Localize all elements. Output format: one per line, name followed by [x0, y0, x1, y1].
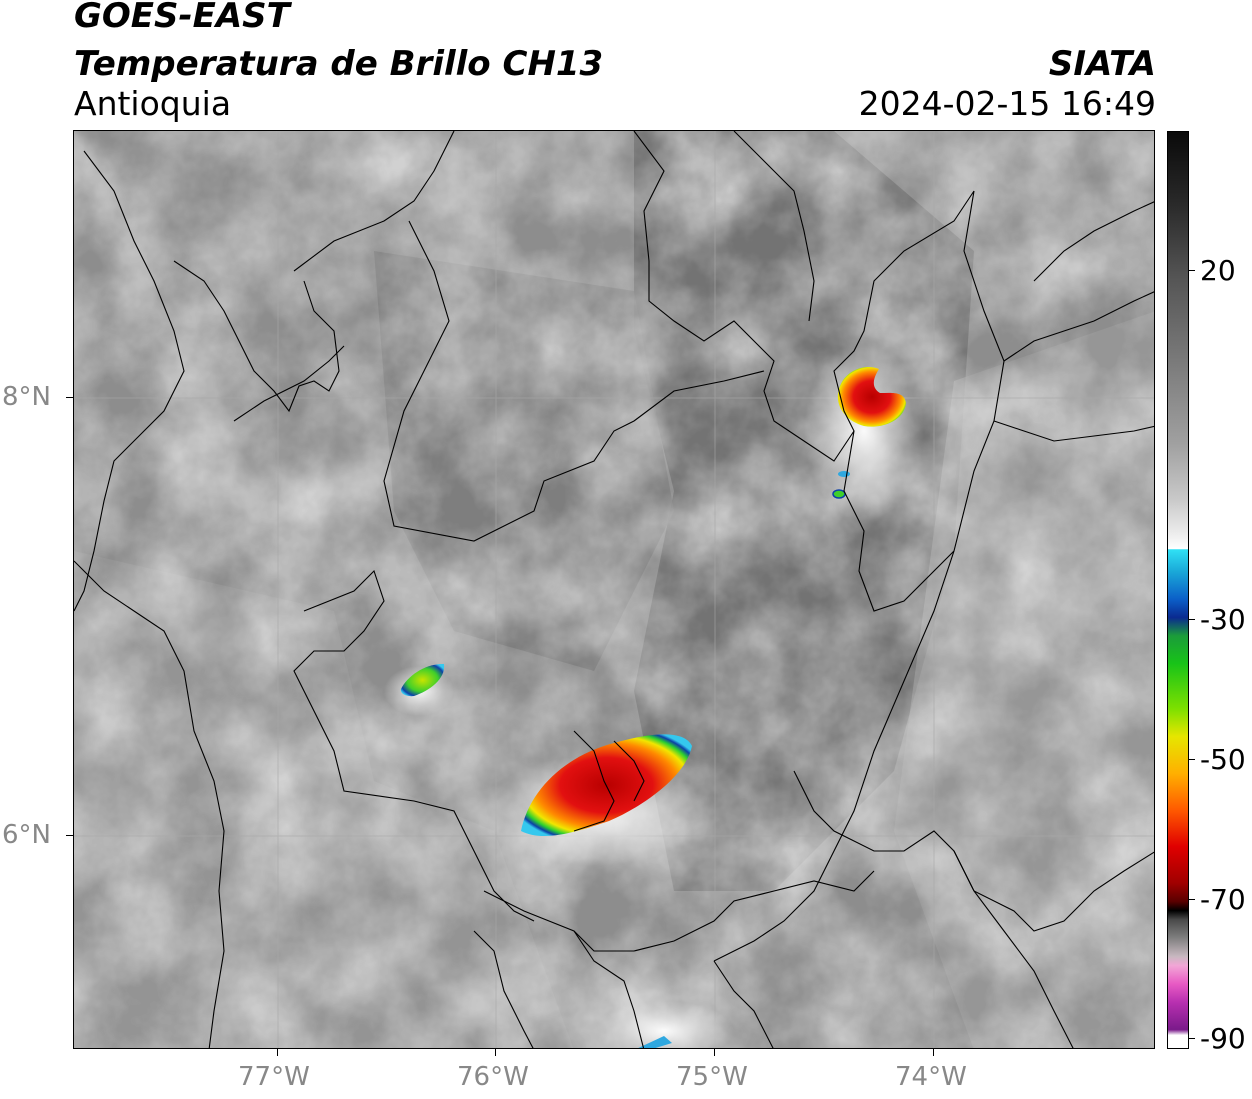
lat-label-6n: 6°N: [2, 820, 51, 850]
organization-label: SIATA: [1048, 44, 1156, 84]
cb-label-neg90: -90: [1200, 1022, 1246, 1055]
cb-tick-neg50: [1189, 759, 1195, 760]
storm-cell-w: [400, 663, 445, 697]
lon-label-75w: 75°W: [676, 1062, 748, 1092]
cb-tick-neg70: [1189, 899, 1195, 900]
timestamp-label: 2024-02-15 16:49: [858, 84, 1156, 123]
product-title: Temperatura de Brillo CH13: [74, 44, 604, 84]
lon-label-76w: 76°W: [457, 1062, 529, 1092]
lat-tick-8n: [66, 397, 73, 398]
cb-tick-20: [1189, 270, 1195, 271]
lon-label-74w: 74°W: [895, 1062, 967, 1092]
lon-tick-77w: [277, 1049, 278, 1056]
colorbar: [1167, 131, 1189, 1049]
cb-tick-neg90: [1189, 1038, 1195, 1039]
cb-tick-neg30: [1189, 619, 1195, 620]
storm-cell-small-2: [832, 489, 846, 499]
cloud-glow-ne: [804, 341, 924, 521]
satellite-map: [73, 130, 1155, 1049]
satellite-title: GOES-EAST: [74, 0, 290, 36]
lon-tick-75w: [714, 1049, 715, 1056]
map-svg: [74, 131, 1154, 1048]
cloud-glow-s: [594, 1001, 734, 1048]
lon-label-77w: 77°W: [238, 1062, 310, 1092]
region-label: Antioquia: [74, 84, 232, 123]
storm-cell-small-1: [838, 471, 850, 477]
lat-tick-6n: [66, 835, 73, 836]
cb-label-neg70: -70: [1200, 883, 1246, 916]
cb-label-neg50: -50: [1200, 743, 1246, 776]
political-boundaries: [74, 131, 1154, 1048]
storm-cell-south: [638, 1036, 672, 1048]
lon-tick-74w: [933, 1049, 934, 1056]
cb-label-20: 20: [1200, 254, 1236, 287]
cb-label-neg30: -30: [1200, 603, 1246, 636]
storm-cell-ne: [837, 367, 906, 427]
cloud-texture: [74, 131, 1154, 1048]
lat-label-8n: 8°N: [2, 382, 51, 412]
lon-tick-76w: [495, 1049, 496, 1056]
